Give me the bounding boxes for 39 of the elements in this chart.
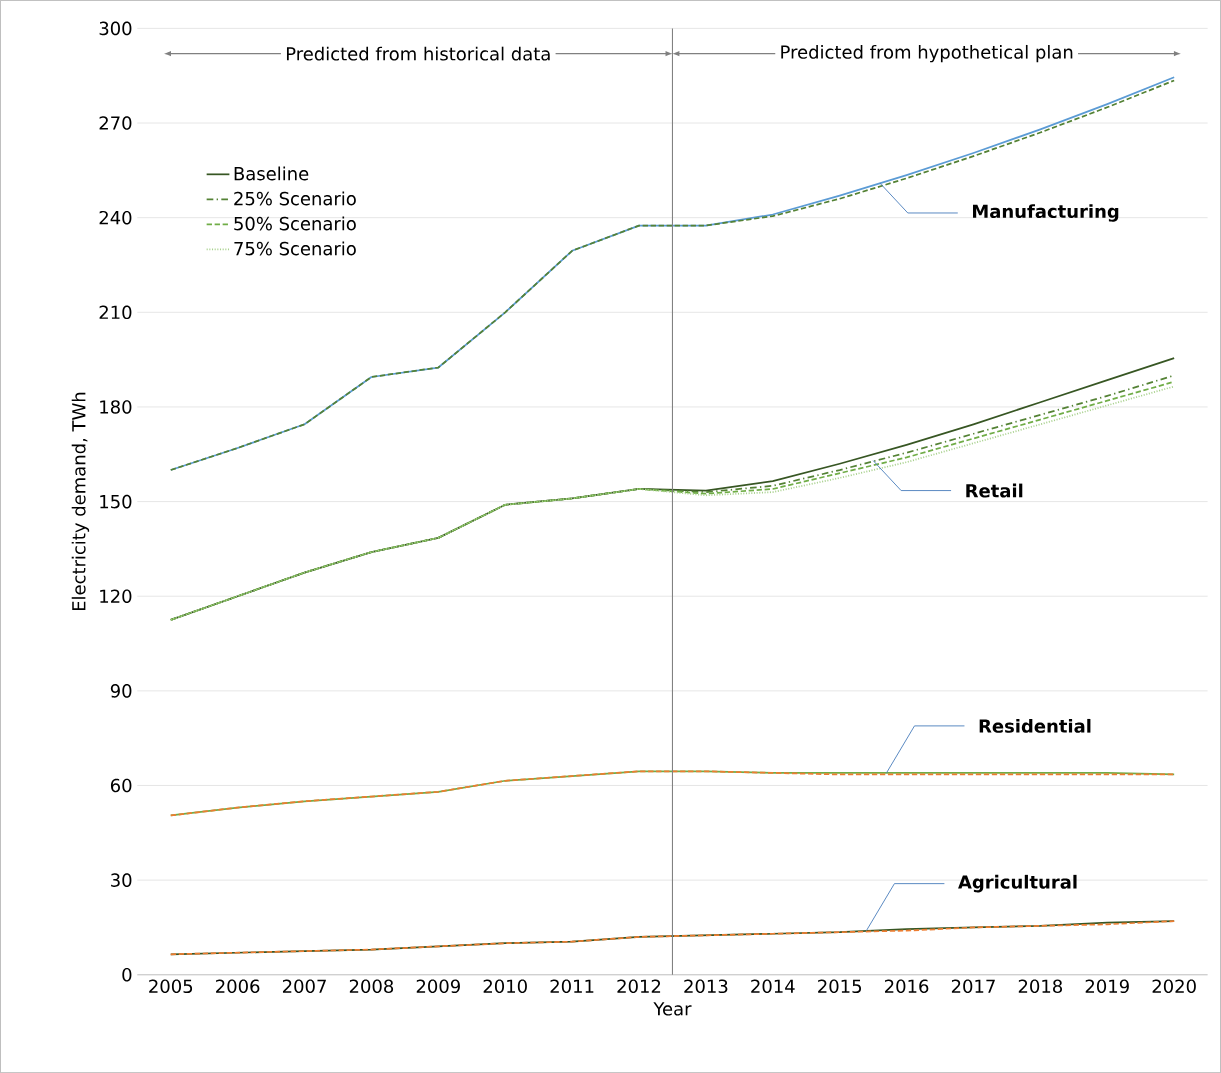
y-tick-label: 120 [100, 589, 132, 603]
x-tick-label: 2011 [550, 979, 594, 994]
x-tick-label: 2006 [216, 979, 260, 994]
y-tick-label: 210 [99, 305, 132, 320]
legend-label: 50% Scenario [234, 216, 356, 231]
y-tick-label: 60 [110, 778, 132, 793]
y-tick-label: 30 [111, 873, 132, 887]
x-tick-label: 2012 [617, 979, 661, 994]
x-tick-label: 2019 [1085, 979, 1129, 994]
annotation: Retail [966, 483, 1023, 498]
legend-label: 25% Scenario [234, 191, 356, 206]
legend-label: Baseline [234, 166, 309, 181]
x-tick-label: 2007 [282, 979, 326, 994]
x-tick-label: 2005 [149, 979, 193, 994]
x-tick-label: 2015 [818, 979, 862, 994]
x-tick-label: 2018 [1018, 979, 1063, 994]
x-tick-label: 2016 [885, 979, 929, 994]
y-tick-label: 150 [100, 494, 132, 509]
y-tick-label: 300 [99, 21, 132, 36]
y-tick-label: 270 [99, 116, 132, 130]
x-tick-label: 2020 [1152, 979, 1196, 994]
x-tick-label: 2014 [751, 979, 795, 994]
x-tick-label: 2017 [951, 979, 995, 994]
x-tick-label: 2009 [416, 979, 460, 994]
y-tick-label: 240 [99, 210, 132, 225]
x-tick-label: 2010 [483, 979, 527, 994]
y-tick-label: 0 [122, 967, 132, 982]
y-tick-label: 180 [100, 400, 132, 414]
x-tick-label: 2008 [349, 979, 394, 994]
legend-label: 75% Scenario [234, 241, 356, 256]
annotation: Predicted from hypothetical plan [781, 44, 1073, 63]
annotation: Predicted from historical data [286, 46, 550, 61]
y-tick-label: 90 [110, 684, 132, 698]
annotation: Residential [979, 718, 1091, 733]
annotation: Agricultural [958, 874, 1077, 893]
y-axis-title: Electricity demand, TWh [71, 392, 90, 611]
annotation: Manufacturing [973, 204, 1119, 222]
x-axis-title: Year [653, 1002, 692, 1016]
x-tick-label: 2013 [684, 979, 728, 994]
